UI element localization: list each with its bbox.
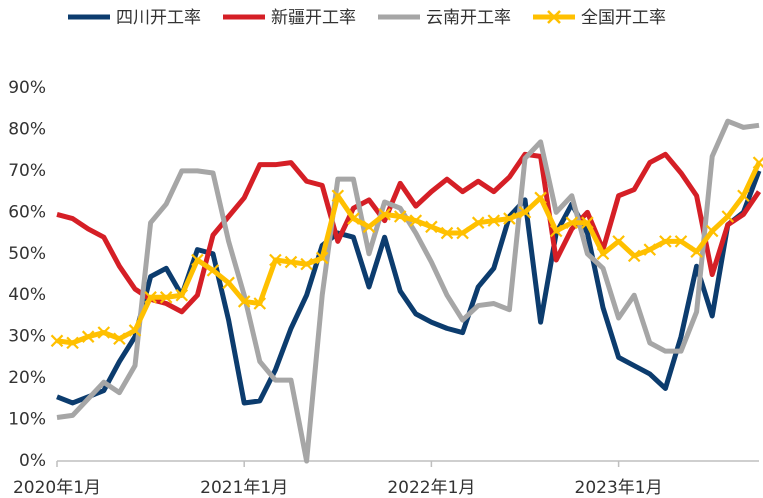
series-marker — [596, 247, 610, 261]
series-marker — [456, 226, 469, 240]
series-line — [56, 161, 762, 346]
series-marker — [66, 336, 79, 350]
series-marker — [440, 226, 454, 240]
series-line — [56, 118, 760, 464]
y-tick-label: 0% — [19, 451, 46, 471]
series-marker — [191, 253, 204, 267]
legend-label: 云南开工率 — [426, 8, 511, 28]
y-tick-label: 40% — [8, 285, 46, 305]
series-marker — [237, 295, 251, 308]
series-marker — [159, 291, 173, 304]
y-tick-label: 90% — [8, 78, 46, 98]
y-tick-label: 20% — [8, 368, 46, 388]
x-tick-label: 2022年1月 — [387, 478, 475, 498]
y-tick-label: 70% — [8, 161, 46, 181]
series-marker — [206, 264, 220, 277]
x-tick-label: 2021年1月 — [200, 478, 288, 498]
series-marker — [144, 291, 157, 304]
series-marker — [627, 249, 641, 263]
series-marker — [362, 220, 376, 234]
y-tick-label: 50% — [8, 244, 46, 264]
y-tick-label: 60% — [8, 202, 46, 222]
series-marker — [393, 210, 407, 223]
series-marker — [97, 326, 111, 339]
series-line — [56, 151, 762, 315]
series-marker — [737, 189, 750, 203]
series-marker — [534, 191, 547, 205]
legend-label: 全国开工率 — [581, 8, 666, 28]
legend-marker — [547, 10, 561, 24]
series-marker — [659, 235, 672, 248]
series-marker — [81, 330, 95, 343]
series-marker — [471, 216, 485, 229]
series-marker — [503, 212, 516, 225]
series-marker — [222, 276, 235, 290]
y-tick-label: 10% — [8, 410, 46, 430]
series-marker — [425, 220, 438, 234]
series-marker — [409, 214, 423, 227]
y-tick-label: 80% — [8, 119, 46, 139]
series-marker — [674, 235, 688, 248]
series-marker — [331, 189, 345, 203]
series-marker — [113, 332, 126, 346]
series-marker — [347, 212, 360, 225]
x-tick-label: 2023年1月 — [575, 478, 663, 498]
series-marker — [581, 216, 594, 229]
series-marker — [612, 235, 625, 248]
series-marker — [487, 214, 501, 227]
series-marker — [518, 206, 532, 219]
series-marker — [690, 245, 703, 258]
series-marker — [128, 324, 142, 337]
series-marker — [269, 253, 282, 267]
series-marker — [253, 297, 267, 310]
series-marker — [549, 224, 563, 238]
series-marker — [378, 208, 391, 221]
legend-label: 四川开工率 — [116, 8, 201, 28]
series-marker — [300, 257, 313, 271]
x-tick-label: 2020年1月 — [13, 478, 101, 498]
series-marker — [315, 251, 329, 265]
series-marker — [175, 288, 189, 302]
series-marker — [705, 224, 719, 238]
series-marker — [284, 255, 298, 269]
series-line — [56, 170, 762, 406]
series-marker — [721, 210, 735, 223]
y-tick-label: 30% — [8, 327, 46, 347]
series-marker — [643, 243, 657, 256]
series-marker — [50, 334, 64, 348]
legend-label: 新疆开工率 — [271, 8, 356, 28]
series-marker — [565, 216, 579, 229]
